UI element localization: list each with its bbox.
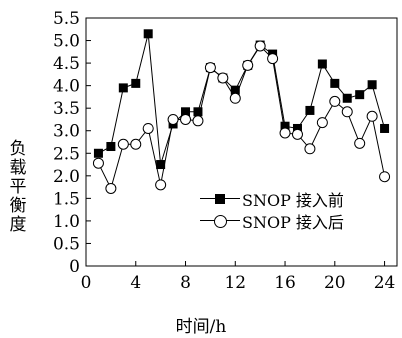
data-point-circle [341,106,353,118]
x-tick-label: 24 [374,273,396,293]
data-point-square [317,59,327,69]
x-tick-label: 8 [180,273,191,293]
y-tick-label: 2.0 [53,167,80,187]
legend-item-before: SNOP 接入前 [200,188,344,210]
y-axis-label: 负载平衡度 [9,139,27,235]
data-point-square [131,78,141,88]
data-point-square [367,80,377,90]
data-point-square [93,148,103,158]
data-point-circle [105,182,117,194]
data-point-square [292,123,302,133]
data-point-square [330,78,340,88]
x-tick-label: 16 [274,273,296,293]
data-point-circle [379,171,391,183]
y-tick-label: 0.5 [53,234,80,254]
data-point-circle [329,95,341,107]
legend: SNOP 接入前 SNOP 接入后 [200,188,344,232]
data-point-square [305,105,315,115]
legend-swatch-square [200,190,240,208]
y-tick-label: 5.0 [53,32,80,52]
data-point-circle [117,138,129,150]
y-tick-label: 2.5 [53,144,80,164]
legend-item-after: SNOP 接入后 [200,210,344,232]
data-point-circle [167,113,179,125]
x-tick-label: 0 [81,273,92,293]
y-tick-label: 3.0 [53,122,80,142]
data-point-square [342,93,352,103]
data-point-circle [366,110,378,122]
y-tick-label: 0 [69,257,80,277]
series-line-1 [97,45,386,190]
y-tick-label: 3.5 [53,99,80,119]
data-point-square [380,123,390,133]
x-tick-label: 12 [224,273,246,293]
data-point-circle [254,40,266,52]
plot-frame [85,17,398,267]
data-point-square [280,121,290,131]
data-point-circle [316,117,328,129]
y-tick-label: 4.5 [53,54,80,74]
data-point-circle [192,115,204,127]
x-axis-label: 时间/h [175,317,227,337]
data-point-circle [142,122,154,134]
data-point-circle [354,137,366,149]
data-point-circle [92,157,104,169]
data-point-square [143,29,153,39]
y-tick-label: 4.0 [53,77,80,97]
data-point-circle [155,179,167,191]
data-point-square [118,83,128,93]
data-point-square [181,107,191,117]
y-tick-label: 1.5 [53,189,80,209]
data-point-circle [279,127,291,139]
data-point-circle [204,62,216,74]
data-point-square [106,142,116,152]
legend-label-after: SNOP 接入后 [242,213,344,232]
data-point-circle [180,113,192,125]
legend-swatch-circle [200,212,240,230]
y-tick-label: 5.5 [53,9,80,29]
data-point-circle [267,53,279,65]
legend-label-before: SNOP 接入前 [242,191,344,210]
data-point-square [230,85,240,95]
data-point-circle [229,92,241,104]
series-line-0 [98,33,386,165]
data-point-circle [291,128,303,140]
data-point-circle [130,138,142,150]
data-point-square [355,90,365,100]
x-tick-label: 4 [130,273,141,293]
data-point-circle [304,143,316,155]
x-tick-label: 20 [324,273,346,293]
data-point-circle [242,59,254,71]
data-point-square [193,107,203,117]
data-point-circle [217,72,229,84]
y-tick-label: 1.0 [53,212,80,232]
data-point-square [156,160,166,170]
